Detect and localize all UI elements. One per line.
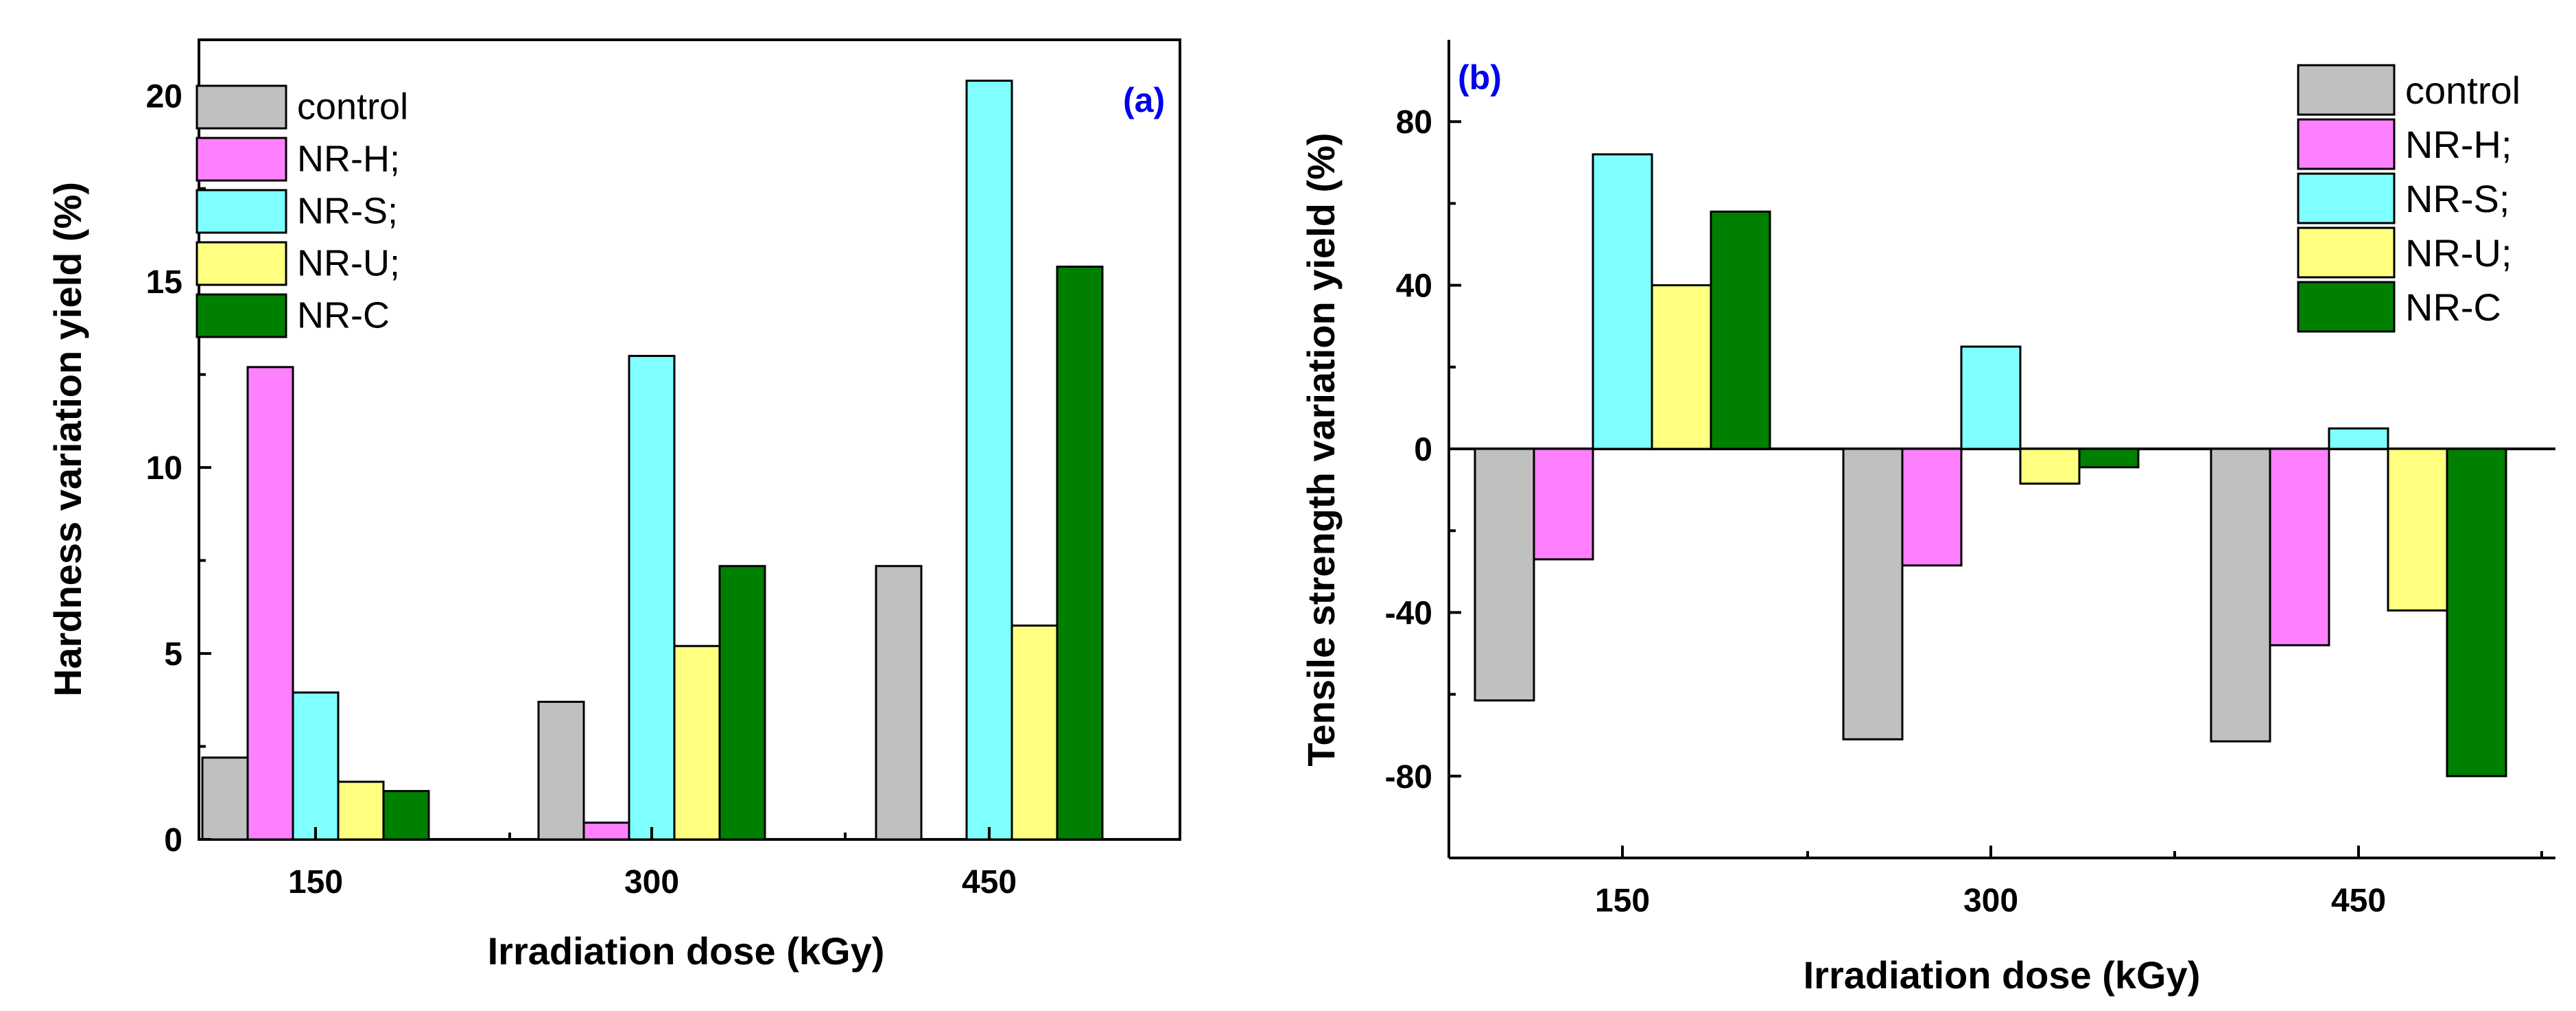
- panel-b-x-axis-title: Irradiation dose (kGy): [1804, 953, 2201, 997]
- panel-b-legend-label-control: control: [2405, 69, 2520, 112]
- panel-a-legend-swatch-nr-c: [196, 293, 287, 338]
- panel-a-legend-swatch-nr-s: [196, 189, 287, 234]
- panel-b-legend-swatch-control: [2297, 64, 2396, 116]
- panel-b-y-tick-label: 40: [1396, 268, 1432, 305]
- panel-a-label: (a): [1123, 81, 1165, 119]
- panel-b-legend-swatch-nr-u: [2297, 226, 2396, 279]
- panel-a-legend-label-nr-u: NR-U;: [297, 242, 400, 283]
- panel-a-legend-label-nr-c: NR-C: [297, 294, 390, 336]
- panel-b-bar-nr-c-150: [1710, 210, 1771, 450]
- panel-b-legend: control NR-H; NR-S; NR-U; NR-C: [2297, 64, 2520, 333]
- panel-b-legend-swatch-nr-s: [2297, 172, 2396, 224]
- panel-b-y-tick-label: 0: [1414, 432, 1432, 468]
- panel-b-bar-nr-h-450: [2269, 448, 2330, 647]
- panel-b-x-tick-label: 450: [2331, 883, 2386, 919]
- panel-b-legend-label-nr-s: NR-S;: [2405, 177, 2509, 220]
- panel-b-chart: -80 -40 0 40 80 150 300 450 (b) control NR-H; NR…: [1299, 40, 2555, 997]
- panel-a-x-tick-label: 450: [962, 864, 1017, 900]
- panel-b-y-tick-label: 80: [1396, 104, 1432, 141]
- panel-a-legend-swatch-control: [196, 84, 287, 130]
- panel-a-y-axis-title: Hardness variation yield (%): [46, 182, 89, 697]
- panel-a-y-tick-label: 10: [146, 450, 182, 487]
- panel-a-x-tick-label: 150: [288, 864, 343, 900]
- panel-b-bar-nr-u-450: [2387, 448, 2448, 612]
- panel-b-legend-label-nr-c: NR-C: [2405, 286, 2501, 329]
- panel-a-bar-nr-u-450: [1011, 624, 1059, 841]
- panel-b-bar-control-450: [2210, 448, 2271, 743]
- panel-a-bar-nr-u-150: [337, 780, 385, 841]
- panel-b-bar-control-150: [1474, 448, 1535, 702]
- panel-b-legend-swatch-nr-c: [2297, 281, 2396, 333]
- panel-b-bar-nr-s-150: [1592, 153, 1653, 450]
- panel-a-bar-nr-h-300: [582, 822, 630, 841]
- panel-b-y-ticks: -80 -40 0 40 80: [1385, 104, 1461, 795]
- panel-a-x-axis-title: Irradiation dose (kGy): [488, 929, 885, 973]
- panel-b-bar-nr-s-450: [2328, 427, 2389, 450]
- panel-a-legend-label-control: control: [297, 86, 408, 127]
- panel-b-bar-nr-s-300: [1960, 345, 2022, 450]
- panel-a-legend: control NR-H; NR-S; NR-U; NR-C: [196, 84, 408, 338]
- panel-b-legend-label-nr-u: NR-U;: [2405, 231, 2512, 275]
- panel-b-y-tick-label: -40: [1385, 595, 1432, 631]
- panel-a-x-tick-label: 300: [624, 864, 679, 900]
- panel-a-bar-control-300: [537, 701, 585, 841]
- panel-b-y-tick-label: -80: [1385, 759, 1432, 795]
- panel-a-bar-nr-u-300: [673, 644, 721, 841]
- panel-b-bar-control-300: [1842, 448, 1904, 741]
- panel-b-legend-label-nr-h: NR-H;: [2405, 123, 2512, 166]
- panel-a-bar-control-150: [201, 756, 249, 841]
- panel-a-legend-label-nr-h: NR-H;: [297, 138, 400, 179]
- panel-b-x-ticks: 150 300 450: [1595, 846, 2543, 919]
- panel-b-bar-nr-u-300: [2019, 448, 2081, 485]
- panel-a-bar-nr-s-450: [965, 80, 1013, 841]
- panel-a-y-tick-label: 0: [164, 822, 182, 859]
- panel-a-legend-label-nr-s: NR-S;: [297, 190, 398, 231]
- panel-a-bar-nr-c-150: [382, 790, 430, 841]
- panel-a-bar-control-450: [875, 565, 923, 841]
- panel-b-y-axis-title: Tensile strength variation yield (%): [1299, 132, 1343, 766]
- panel-a-bar-nr-c-300: [718, 565, 766, 841]
- panel-a-legend-swatch-nr-h: [196, 137, 287, 182]
- panel-b-bar-nr-c-300: [2078, 448, 2140, 469]
- panel-a-bar-nr-h-150: [246, 366, 294, 841]
- panel-a-y-tick-label: 20: [146, 78, 182, 115]
- panel-a-bar-nr-s-300: [628, 355, 676, 841]
- panel-b-x-tick-label: 150: [1595, 883, 1650, 919]
- panel-b-bar-nr-h-150: [1533, 448, 1594, 561]
- panel-a-bars: [201, 80, 1104, 841]
- panel-a-bar-nr-s-150: [292, 691, 340, 841]
- panel-b-bar-nr-c-450: [2446, 448, 2507, 778]
- panel-a-x-ticks: 150 300 450: [288, 827, 1017, 900]
- panel-a-legend-swatch-nr-u: [196, 241, 287, 286]
- panel-a-bar-nr-c-450: [1056, 266, 1104, 841]
- panel-a-y-ticks: 0 5 10 15 20: [146, 78, 211, 859]
- panel-b-bar-nr-h-300: [1901, 448, 1963, 567]
- panel-b-label: (b): [1458, 58, 1502, 97]
- panel-b-legend-swatch-nr-h: [2297, 118, 2396, 170]
- panel-b-bar-nr-u-150: [1651, 284, 1712, 450]
- panel-a-y-tick-label: 5: [164, 636, 182, 673]
- panel-b-x-tick-label: 300: [1963, 883, 2018, 919]
- panel-b-bars: [1474, 153, 2507, 778]
- panel-a-chart: 0 5 10 15 20 150 300 450 (a) control NR-H; NR-S;…: [46, 38, 1181, 973]
- panel-a-y-tick-label: 15: [146, 264, 182, 301]
